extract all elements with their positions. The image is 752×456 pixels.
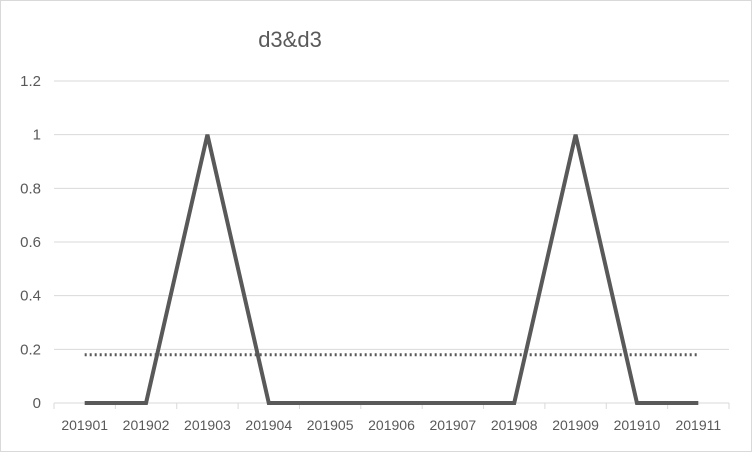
y-tick-label: 0.4 <box>20 288 41 305</box>
y-tick-label: 1 <box>33 127 41 144</box>
x-tick-label: 201904 <box>245 417 292 433</box>
x-tick-label: 201909 <box>552 417 599 433</box>
x-tick-label: 201911 <box>675 417 721 433</box>
x-tick-label: 201908 <box>491 417 538 433</box>
series-group <box>85 135 699 404</box>
x-axis-tick-labels: 201901 201902 201903 201904 201905 201906 2019… <box>61 417 721 433</box>
y-tick-label: 0.8 <box>20 180 41 197</box>
y-tick-label: 1.2 <box>20 73 41 90</box>
x-tick-label: 201905 <box>307 417 354 433</box>
x-tick-label: 201910 <box>614 417 661 433</box>
x-tick-label: 201903 <box>184 417 231 433</box>
y-tick-label: 0.2 <box>20 341 41 358</box>
x-tick-label: 201906 <box>368 417 415 433</box>
y-axis-tick-labels: 0 0.2 0.4 0.6 0.8 1 1.2 <box>20 73 41 412</box>
y-tick-label: 0.6 <box>20 234 41 251</box>
chart-title: d3&d3 <box>258 27 322 52</box>
series-line-solid <box>85 135 699 403</box>
y-tick-label: 0 <box>33 395 41 412</box>
x-tick-label: 201902 <box>123 417 170 433</box>
gridlines <box>54 81 729 349</box>
x-tick-label: 201901 <box>61 417 108 433</box>
x-tick-label: 201907 <box>430 417 477 433</box>
